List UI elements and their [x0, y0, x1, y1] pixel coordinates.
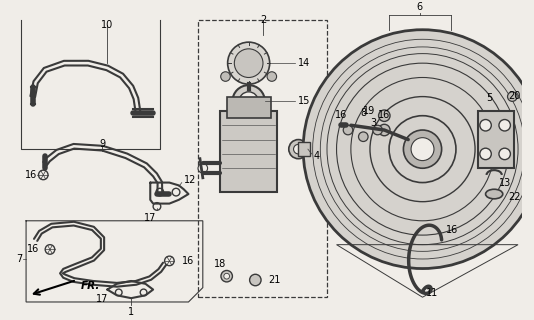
Text: 16: 16: [182, 256, 194, 266]
Circle shape: [303, 30, 534, 268]
Bar: [227, 97, 271, 118]
Circle shape: [499, 148, 511, 160]
Circle shape: [239, 92, 258, 111]
Text: 16: 16: [446, 225, 459, 235]
Bar: [299, 142, 310, 156]
Circle shape: [198, 164, 208, 173]
Circle shape: [379, 110, 390, 121]
Text: 8: 8: [360, 108, 366, 118]
Circle shape: [313, 39, 532, 259]
Text: 21: 21: [268, 275, 280, 285]
Circle shape: [336, 63, 508, 235]
Circle shape: [164, 256, 174, 266]
Text: 5: 5: [486, 93, 492, 103]
Text: 17: 17: [144, 213, 156, 223]
Circle shape: [221, 270, 232, 282]
Text: 7: 7: [16, 254, 22, 264]
Text: 1: 1: [128, 307, 134, 317]
Text: 16: 16: [378, 110, 390, 120]
Circle shape: [320, 47, 525, 251]
Circle shape: [499, 120, 511, 131]
Bar: [478, 111, 514, 168]
Circle shape: [153, 203, 161, 210]
Text: 22: 22: [508, 192, 521, 202]
Circle shape: [221, 72, 230, 81]
Circle shape: [403, 130, 442, 168]
Text: 6: 6: [417, 2, 423, 12]
Circle shape: [358, 132, 368, 141]
Bar: [220, 111, 277, 192]
Circle shape: [379, 124, 390, 136]
Circle shape: [224, 273, 230, 279]
Ellipse shape: [485, 189, 503, 199]
Text: 16: 16: [335, 110, 348, 120]
Text: 20: 20: [508, 92, 521, 101]
Text: 15: 15: [299, 96, 311, 106]
Circle shape: [507, 92, 517, 101]
Circle shape: [115, 289, 122, 296]
Circle shape: [156, 188, 163, 196]
Circle shape: [249, 274, 261, 286]
Circle shape: [480, 148, 491, 160]
Text: FR.: FR.: [81, 281, 100, 291]
Circle shape: [370, 97, 475, 202]
Text: 16: 16: [27, 244, 39, 254]
Text: 14: 14: [299, 58, 311, 68]
Text: 9: 9: [99, 139, 106, 149]
Circle shape: [45, 245, 54, 254]
Circle shape: [327, 54, 518, 245]
Text: 17: 17: [96, 294, 109, 304]
Circle shape: [351, 77, 494, 221]
Circle shape: [343, 125, 353, 135]
Text: 16: 16: [25, 170, 37, 180]
Circle shape: [373, 125, 382, 135]
Circle shape: [232, 85, 265, 118]
Circle shape: [234, 49, 263, 77]
Text: 10: 10: [101, 20, 113, 30]
Circle shape: [389, 116, 456, 183]
Circle shape: [294, 144, 303, 154]
Text: 19: 19: [363, 106, 375, 116]
Text: 18: 18: [214, 259, 226, 268]
Bar: [198, 20, 327, 297]
Circle shape: [480, 120, 491, 131]
Circle shape: [289, 140, 308, 159]
Circle shape: [172, 188, 180, 196]
Circle shape: [267, 72, 277, 81]
Circle shape: [227, 42, 270, 84]
Text: 3: 3: [371, 118, 376, 128]
Circle shape: [140, 289, 147, 296]
Circle shape: [411, 138, 434, 161]
Text: 2: 2: [260, 15, 266, 25]
Text: 11: 11: [426, 288, 438, 298]
Text: 12: 12: [184, 175, 196, 185]
Circle shape: [38, 170, 48, 180]
Text: 4: 4: [313, 151, 320, 161]
Text: 13: 13: [499, 178, 511, 188]
